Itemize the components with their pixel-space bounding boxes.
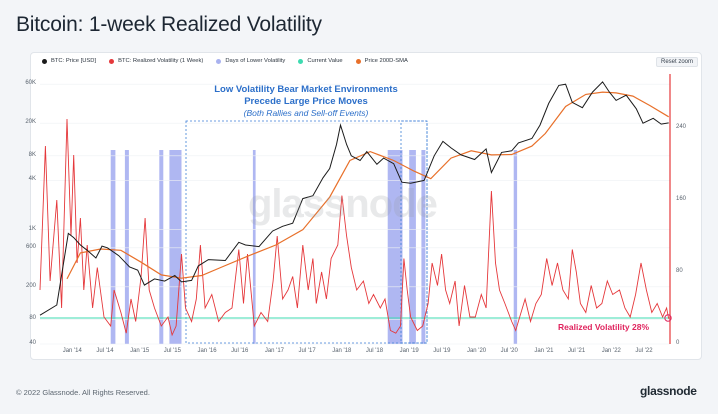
realized-volatility-series	[39, 118, 670, 337]
chart-panel	[30, 52, 702, 360]
low-volatility-band	[409, 150, 416, 344]
legend-item-current-value[interactable]: Current Value	[298, 58, 343, 64]
annotation-line-2: Precede Large Price Moves	[244, 96, 368, 107]
x-tick-label: Jan '14	[62, 348, 82, 354]
low-volatility-band	[124, 150, 129, 344]
y-tick-label-left: 200	[25, 282, 36, 289]
x-tick-label: Jan '18	[332, 348, 352, 354]
x-tick-label: Jul '14	[96, 348, 114, 354]
x-tick-label: Jan '17	[264, 348, 284, 354]
x-tick-label: Jul '20	[500, 348, 518, 354]
legend-dot-volatility	[109, 58, 115, 64]
y-tick-label-right: 80	[676, 268, 683, 274]
legend-item-volatility[interactable]: BTC: Realized Volatility (1 Week)	[109, 58, 203, 64]
legend-label: BTC: Realized Volatility (1 Week)	[118, 58, 204, 64]
legend-label: Price 200D-SMA	[364, 58, 408, 64]
footer-copyright: © 2022 Glassnode. All Rights Reserved.	[16, 388, 150, 397]
y-tick-label-left: 20K	[25, 119, 36, 126]
low-volatility-band	[169, 150, 182, 344]
reset-zoom-button[interactable]: Reset zoom	[656, 57, 699, 67]
low-volatility-band	[159, 150, 164, 344]
x-tick-label: Jan '21	[534, 348, 554, 354]
page-title: Bitcoin: 1-week Realized Volatility	[16, 13, 322, 36]
annotation-line-1: Low Volatility Bear Market Environments	[214, 84, 398, 95]
y-tick-label-right: 0	[676, 340, 680, 346]
y-tick-label-left: 8K	[28, 151, 36, 158]
legend-label: BTC: Price [USD]	[51, 58, 97, 64]
low-volatility-band	[252, 150, 256, 344]
low-volatility-bands	[110, 150, 518, 344]
legend-item-price[interactable]: BTC: Price [USD]	[42, 58, 96, 64]
legend-dot-sma	[355, 58, 361, 64]
x-tick-label: Jul '22	[635, 348, 653, 354]
watermark: glassnode	[248, 182, 438, 226]
x-tick-label: Jul '18	[365, 348, 384, 354]
y-tick-label-left: 1K	[28, 225, 36, 232]
y-tick-label-left: 600	[25, 243, 36, 250]
legend-item-low-volatility[interactable]: Days of Lower Volatility	[216, 58, 285, 64]
legend-dot-current-value	[298, 58, 304, 64]
realized-volatility-label: Realized Volatility 28%	[558, 322, 650, 332]
x-tick-label: Jan '16	[197, 348, 217, 354]
annotation-box-inner	[400, 120, 428, 344]
legend-dot-price	[42, 58, 47, 64]
y-tick-label-left: 4K	[28, 176, 36, 183]
x-tick-label: Jul '19	[433, 348, 451, 354]
x-tick-label: Jan '15	[130, 348, 150, 354]
x-tick-label: Jan '19	[399, 348, 419, 354]
y-tick-label-right: 240	[676, 124, 687, 130]
y-tick-label-left: 80	[29, 315, 36, 322]
low-volatility-band	[110, 150, 116, 344]
annotation-subtext: (Both Rallies and Sell-off Events)	[243, 108, 369, 118]
x-tick-label: Jul '17	[298, 348, 316, 354]
chart-legend: BTC: Price [USD] BTC: Realized Volatilit…	[42, 58, 421, 64]
legend-label: Current Value	[307, 58, 343, 64]
x-tick-label: Jul '16	[231, 348, 249, 354]
legend-dot-low-volatility	[216, 58, 222, 64]
current-value-marker	[664, 314, 672, 322]
price-200d-sma-series	[66, 91, 670, 280]
low-volatility-band	[387, 150, 403, 344]
y-tick-label-right: 160	[676, 196, 687, 202]
low-volatility-band	[513, 150, 518, 344]
btc-price-series	[39, 81, 669, 316]
x-tick-label: Jul '15	[163, 348, 181, 354]
footer-logo: glassnode	[640, 384, 697, 398]
y-tick-label-left: 40	[29, 340, 36, 346]
annotation-headline: Low Volatility Bear Market Environments …	[190, 84, 422, 108]
low-volatility-band	[421, 150, 426, 344]
y-tick-label-left: 60K	[25, 80, 36, 87]
legend-item-sma[interactable]: Price 200D-SMA	[355, 58, 408, 64]
x-tick-label: Jan '22	[601, 348, 621, 354]
legend-label: Days of Lower Volatility	[225, 58, 286, 64]
x-tick-label: Jan '20	[466, 348, 487, 354]
x-tick-label: Jul '21	[568, 348, 586, 354]
